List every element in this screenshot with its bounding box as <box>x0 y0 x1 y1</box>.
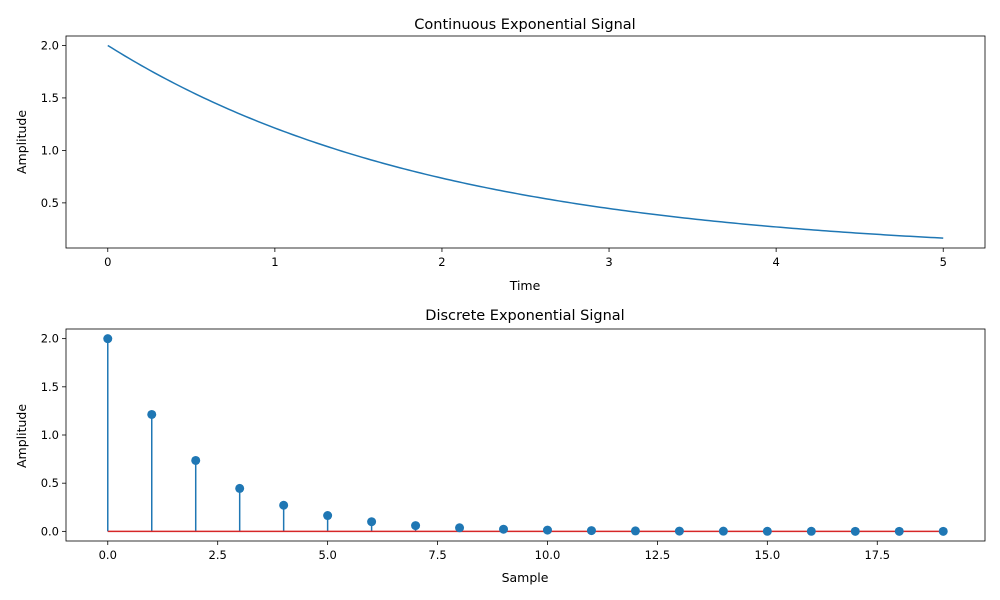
discrete-marker <box>630 526 640 536</box>
discrete-y-tick-label: 2.0 <box>41 332 59 346</box>
discrete-marker <box>147 409 157 419</box>
discrete-marker <box>850 526 860 536</box>
discrete-marker <box>499 524 509 534</box>
continuous-plot-area <box>65 35 986 249</box>
discrete-marker <box>718 526 728 536</box>
continuous-y-tick-label: 2.0 <box>41 38 59 52</box>
discrete-marker <box>103 334 113 344</box>
discrete-marker <box>674 526 684 536</box>
discrete-marker <box>323 511 333 521</box>
discrete-marker <box>191 455 201 465</box>
discrete-x-tick-label: 10.0 <box>535 548 561 562</box>
discrete-marker <box>762 526 772 536</box>
continuous-ticks: 0 1 2 3 4 5 0.5 1.0 1.5 2.0 <box>41 38 947 269</box>
discrete-chart-title: Discrete Exponential Signal <box>425 308 624 324</box>
continuous-x-tick-label: 0 <box>104 255 111 269</box>
discrete-marker <box>894 526 904 536</box>
discrete-x-tick-label: 5.0 <box>318 548 336 562</box>
discrete-marker <box>411 521 421 531</box>
continuous-chart: Continuous Exponential Signal 0 1 2 3 4 5 0.5 1… <box>14 17 986 293</box>
discrete-ticks: 0.0 2.5 5.0 7.5 10.0 12.5 15.0 17.5 0.0 0.5 1.0 1.5… <box>41 332 890 562</box>
continuous-x-tick-label: 2 <box>438 255 445 269</box>
discrete-marker <box>542 525 552 535</box>
continuous-signal-line <box>107 44 944 239</box>
continuous-y-tick-label: 0.5 <box>41 196 59 210</box>
discrete-x-axis-label: Sample <box>502 570 549 585</box>
discrete-chart: Discrete Exponential Signal 0.0 2.5 5.0 7.5… <box>14 308 986 585</box>
continuous-x-axis-label: Time <box>509 278 541 293</box>
discrete-y-tick-label: 0.5 <box>41 476 59 490</box>
discrete-x-tick-label: 7.5 <box>428 548 446 562</box>
discrete-y-tick-label: 0.0 <box>41 524 59 538</box>
discrete-y-tick-label: 1.5 <box>41 380 59 394</box>
continuous-y-tick-label: 1.0 <box>41 143 59 157</box>
continuous-x-tick-label: 4 <box>772 255 779 269</box>
discrete-x-tick-label: 0.0 <box>99 548 117 562</box>
discrete-marker <box>455 523 465 533</box>
continuous-y-tick-label: 1.5 <box>41 91 59 105</box>
discrete-x-tick-label: 17.5 <box>864 548 890 562</box>
discrete-marker <box>938 526 948 536</box>
continuous-x-tick-label: 3 <box>605 255 612 269</box>
discrete-marker <box>279 500 289 510</box>
discrete-x-tick-label: 2.5 <box>209 548 227 562</box>
discrete-marker <box>586 526 596 536</box>
discrete-y-tick-label: 1.0 <box>41 428 59 442</box>
discrete-markers <box>103 334 948 536</box>
continuous-x-tick-label: 1 <box>271 255 278 269</box>
discrete-x-tick-label: 15.0 <box>755 548 781 562</box>
continuous-x-tick-label: 5 <box>940 255 947 269</box>
continuous-y-axis-label: Amplitude <box>14 110 29 174</box>
discrete-marker <box>367 517 377 527</box>
discrete-marker <box>806 526 816 536</box>
discrete-y-axis-label: Amplitude <box>14 404 29 468</box>
discrete-x-tick-label: 12.5 <box>645 548 671 562</box>
continuous-chart-title: Continuous Exponential Signal <box>414 17 635 33</box>
discrete-marker <box>235 483 245 493</box>
